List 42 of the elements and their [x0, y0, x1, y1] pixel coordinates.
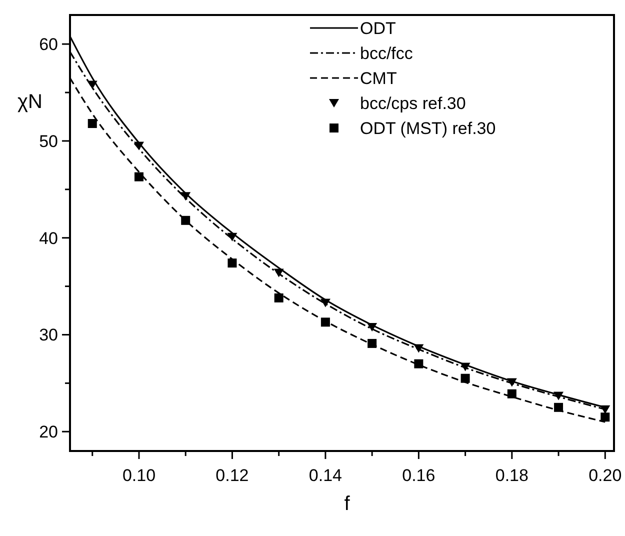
x-tick-label: 0.12 [216, 466, 249, 485]
point [87, 80, 98, 90]
point [180, 192, 191, 201]
point [414, 359, 424, 368]
y-tick-label: 40 [39, 228, 58, 248]
y-tick-label: 50 [39, 132, 58, 151]
point [274, 293, 284, 302]
y-axis-title: χN [18, 91, 42, 113]
x-tick-label: 0.20 [588, 466, 622, 485]
point [228, 258, 237, 268]
y-tick-label: 60 [39, 35, 58, 54]
point [554, 402, 564, 412]
point [367, 322, 378, 332]
point [134, 172, 144, 182]
point [460, 374, 470, 383]
y-tick-label: 30 [39, 326, 58, 345]
legend-label: CMT [360, 68, 397, 88]
point [134, 142, 144, 150]
y-tick-label: 20 [39, 422, 58, 442]
point [181, 216, 190, 225]
point [460, 362, 470, 372]
legend-label: ODT [360, 18, 396, 38]
point [88, 119, 97, 128]
point [600, 412, 610, 422]
x-tick-label: 0.10 [122, 466, 156, 485]
point [368, 338, 377, 348]
point [554, 392, 564, 400]
point [227, 232, 238, 242]
x-tick-label: 0.16 [402, 466, 436, 485]
x-tick-label: 0.18 [495, 466, 528, 485]
legend-label: bcc/cps ref.30 [360, 94, 466, 113]
legend-label: ODT (MST) ref.30 [360, 118, 496, 138]
x-tick-label: 0.14 [308, 466, 342, 485]
point [600, 405, 610, 414]
legend-label: bcc/fcc [360, 44, 414, 63]
point [320, 318, 330, 327]
point [274, 268, 284, 278]
point [320, 298, 330, 308]
point [506, 378, 517, 387]
x-axis-title: f [344, 493, 350, 515]
point [414, 344, 424, 353]
point [507, 389, 516, 398]
